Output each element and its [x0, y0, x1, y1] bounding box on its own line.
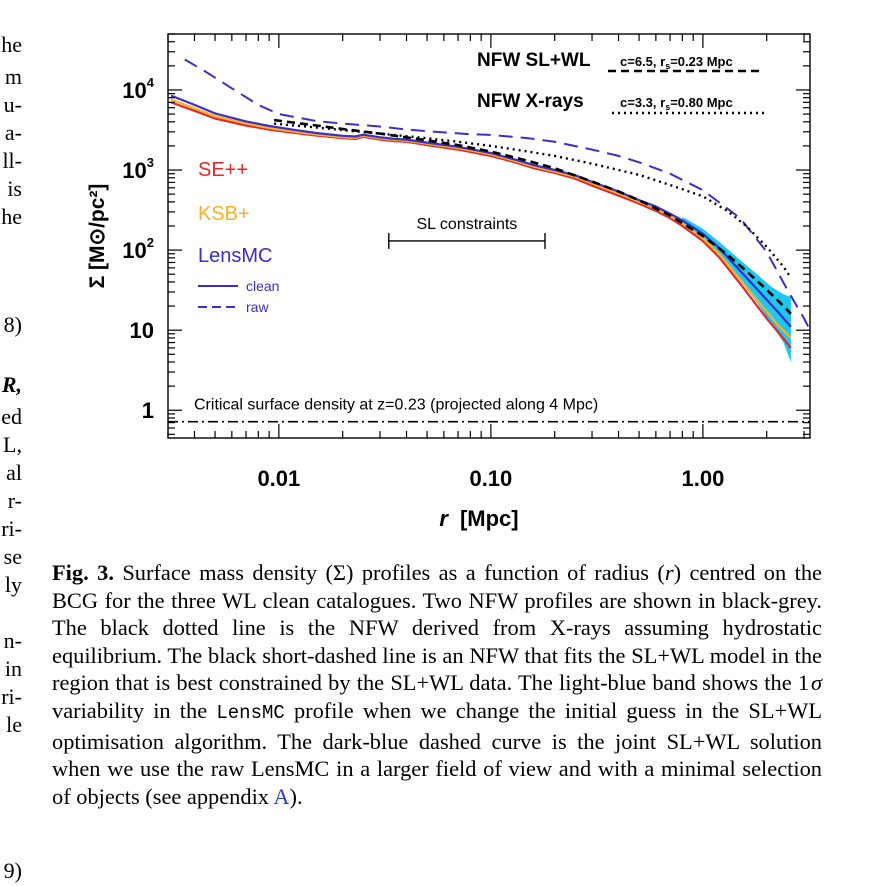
left-column-fragment: al — [6, 460, 22, 485]
caption-text-5: ). — [289, 783, 303, 809]
critical-density-label: Critical surface density at z=0.23 (proj… — [194, 397, 598, 414]
left-column-fragment: r- — [7, 488, 22, 513]
caption-sigma: σ — [810, 670, 822, 696]
left-column-fragment: u- — [3, 92, 22, 117]
y-tick-label: 1 — [142, 398, 154, 423]
nfw-slwl-params: c=6.5, rs=0.23 Mpc — [620, 54, 733, 71]
axes — [167, 33, 811, 439]
figure-caption: Fig. 3. Surface mass density (Σ) profile… — [52, 559, 822, 810]
legend-ksb: KSB+ — [198, 203, 250, 225]
left-column-fragment: 8) — [3, 312, 22, 337]
series-lines — [168, 58, 810, 423]
series-line-se- — [170, 101, 792, 349]
caption-label: Fig. 3. — [52, 560, 114, 585]
y-axis-label: Σ [M⊙/pc²] — [86, 184, 109, 289]
left-column-fragment: ly — [4, 572, 22, 597]
left-column-fragments: he m u-a-ll-is he 8) R, ed L, al r-ri-se ly n-in ri-… — [0, 0, 24, 886]
series-line-nfw-sl-wl — [273, 118, 792, 315]
legend-se: SE++ — [198, 159, 248, 181]
left-column-fragment: le — [6, 712, 22, 737]
x-axis-label: r [Mpc] — [439, 506, 518, 531]
left-column-fragment: se — [3, 544, 22, 569]
y-tick-label: 104 — [122, 75, 154, 103]
left-column-fragment: ed — [1, 404, 22, 429]
figure-3: 0.01 0.10 1.00 104 103 102 10 1 r [Mpc] Σ [M⊙/pc²]… — [60, 10, 860, 540]
left-column-fragment: L, — [3, 432, 22, 457]
left-column-fragment: R, — [1, 372, 22, 397]
x-tick-label: 0.10 — [469, 466, 512, 491]
nfw-xray-params: c=3.3, rs=0.80 Mpc — [620, 95, 733, 112]
left-column-fragment: n- — [3, 628, 22, 653]
left-column-fragment: m — [4, 64, 22, 89]
left-column-fragment: he — [1, 204, 22, 229]
left-column-fragment: 9) — [3, 858, 22, 883]
x-tick-label: 0.01 — [257, 466, 300, 491]
series-line-lensmc-clean — [170, 94, 792, 328]
appendix-link[interactable]: A — [273, 783, 290, 809]
y-tick-label: 10 — [130, 318, 154, 343]
left-column-fragment: he — [1, 32, 22, 57]
legend-clean: clean — [246, 278, 279, 294]
left-column-fragment: ri- — [1, 516, 22, 541]
left-column-fragment: ri- — [1, 684, 22, 709]
left-column-fragment: in — [4, 656, 22, 681]
caption-lensmc: LensMC — [216, 701, 285, 724]
series-line-ksb- — [170, 98, 792, 339]
left-column-fragment: ll- — [2, 148, 22, 173]
caption-text-1: Surface mass density (Σ) profiles as a f… — [113, 560, 665, 585]
plot-frame — [167, 33, 811, 439]
legend-lensmc: LensMC — [198, 245, 272, 267]
caption-text-2: ) centred on the BCG for the three WL cl… — [52, 560, 822, 696]
caption-text-3: variability in the — [52, 697, 217, 723]
nfw-xray-label: NFW X-rays — [477, 91, 584, 112]
legend-raw: raw — [246, 299, 269, 315]
sl-constraints-label: SL constraints — [417, 216, 518, 233]
y-tick-label: 102 — [122, 235, 154, 263]
nfw-slwl-label: NFW SL+WL — [477, 50, 591, 71]
caption-r: r — [664, 560, 674, 585]
y-tick-label: 103 — [122, 155, 154, 183]
caption-text-4: profile when we change the initial guess… — [52, 697, 822, 809]
x-tick-label: 1.00 — [681, 466, 724, 491]
left-column-fragment: is — [7, 176, 22, 201]
series-line-nfw-x-rays — [273, 122, 792, 279]
left-column-fragment: a- — [4, 120, 22, 145]
annotations: SE++ KSB+ LensMC clean raw NFW SL+WL c=6.5, rs… — [194, 50, 764, 414]
